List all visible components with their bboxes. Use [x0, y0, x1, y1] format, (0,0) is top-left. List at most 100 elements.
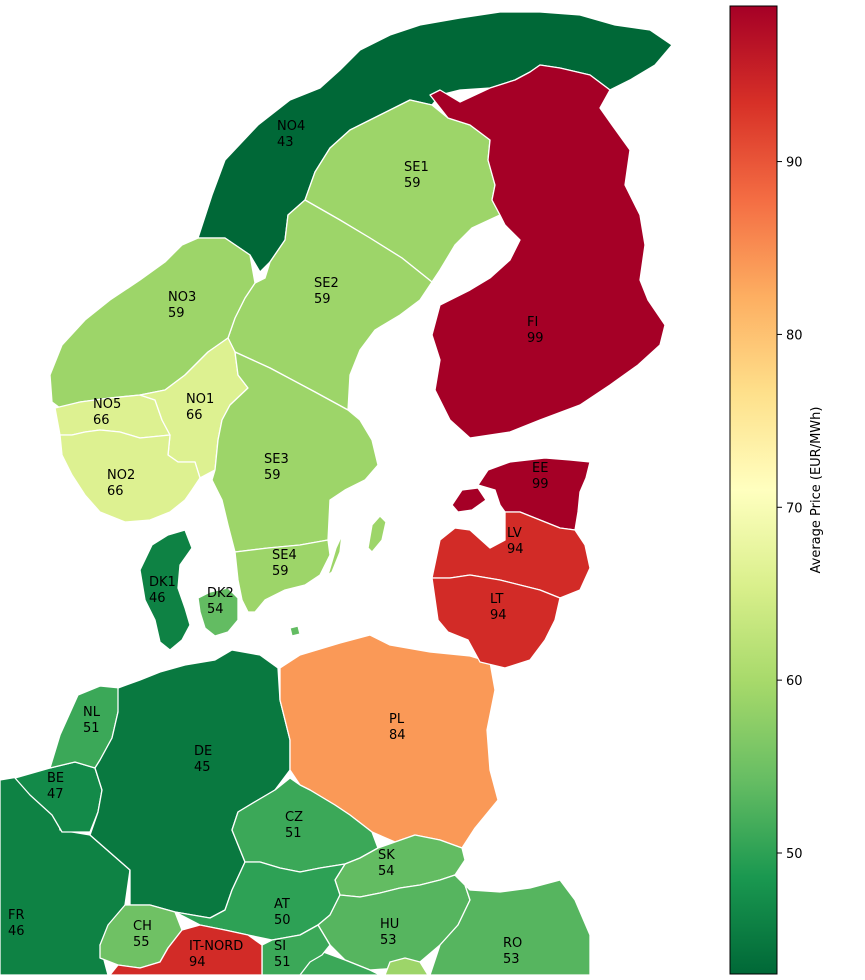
zone-gotland: [367, 515, 387, 553]
zone-RO[interactable]: [429, 874, 591, 976]
zone-label-se1: SE1 59: [404, 160, 429, 191]
zone-value: 66: [93, 413, 110, 428]
zone-code: NO2: [107, 468, 135, 483]
zone-value: 59: [272, 564, 289, 579]
zone-value: 46: [149, 591, 166, 606]
zone-code: LT: [490, 592, 503, 607]
zone-value: 99: [532, 477, 549, 492]
zone-label-ch: CH 55: [133, 919, 152, 950]
zone-RS: [384, 957, 429, 976]
zone-label-sk: SK 54: [378, 848, 395, 879]
zone-value: 45: [194, 760, 211, 775]
zone-code: NO5: [93, 397, 121, 412]
zone-label-cz: CZ 51: [285, 810, 303, 841]
zone-DK2[interactable]: [197, 587, 239, 637]
zone-value: 59: [314, 292, 331, 307]
zone-code: SE4: [272, 548, 297, 563]
zone-code: CH: [133, 919, 152, 934]
colorbar-title: Average Price (EUR/MWh): [809, 407, 824, 574]
zone-code: EE: [532, 461, 548, 476]
zone-value: 54: [378, 864, 395, 879]
zone-label-fi: FI 99: [527, 315, 544, 346]
zone-SI[interactable]: [261, 924, 331, 976]
zone-label-hu: HU 53: [380, 917, 399, 948]
zone-label-no2: NO2 66: [107, 468, 135, 499]
zone-label-lv: LV 94: [507, 526, 524, 557]
zone-label-se4: SE4 59: [272, 548, 297, 579]
zone-label-si: SI 51: [274, 939, 291, 970]
zone-label-fr: FR 46: [8, 908, 25, 939]
zone-label-dk1: DK1 46: [149, 575, 176, 606]
zone-code: DE: [194, 744, 212, 759]
zone-label-ro: RO 53: [503, 936, 522, 967]
zone-code: SK: [378, 848, 395, 863]
zone-code: AT: [274, 897, 290, 912]
zone-value: 51: [285, 826, 302, 841]
zone-code: DK1: [149, 575, 176, 590]
zone-code: LV: [507, 526, 522, 541]
zone-NO2[interactable]: [59, 429, 201, 523]
zone-value: 53: [380, 933, 397, 948]
zone-SE4[interactable]: [234, 539, 331, 613]
zone-value: 51: [83, 721, 100, 736]
zone-code: DK2: [207, 586, 234, 601]
zone-label-be: BE 47: [47, 771, 64, 802]
zone-value: 99: [527, 331, 544, 346]
colorbar-ticks: 50 60 70 80 90: [777, 156, 803, 862]
zone-value: 54: [207, 602, 224, 617]
zone-value: 59: [264, 468, 281, 483]
zone-label-se2: SE2 59: [314, 276, 339, 307]
zone-value: 46: [8, 924, 25, 939]
zone-label-no5: NO5 66: [93, 397, 121, 428]
zone-EE-islands: [451, 487, 487, 513]
colorbar-tick-label: 80: [786, 328, 803, 343]
zone-value: 94: [490, 608, 507, 623]
zone-label-nl: NL 51: [83, 705, 101, 736]
zone-code: NO3: [168, 290, 196, 305]
zone-IT-NORD[interactable]: [109, 924, 263, 976]
zone-oland: [327, 534, 343, 576]
zone-AT[interactable]: [174, 861, 346, 941]
zone-FI[interactable]: [429, 64, 666, 439]
zone-code: FR: [8, 908, 25, 923]
zone-code: NL: [83, 705, 101, 720]
zone-code: NO4: [277, 119, 305, 134]
zone-label-at: AT 50: [274, 897, 291, 928]
zone-code: CZ: [285, 810, 303, 825]
colorbar-tick-label: 60: [786, 674, 803, 689]
zone-code: SE3: [264, 452, 289, 467]
zone-value: 51: [274, 955, 291, 970]
zone-code: FI: [527, 315, 538, 330]
zone-value: 59: [404, 176, 421, 191]
zone-DK1[interactable]: [139, 529, 193, 651]
zone-value: 43: [277, 135, 294, 150]
zone-code: RO: [503, 936, 522, 951]
zone-code: SI: [274, 939, 286, 954]
zone-code: NO1: [186, 392, 214, 407]
zone-label-no1: NO1 66: [186, 392, 214, 423]
zone-label-dk2: DK2 54: [207, 586, 234, 617]
zone-code: HU: [380, 917, 399, 932]
zone-value: 50: [274, 913, 291, 928]
colorbar-tick-label: 90: [786, 156, 803, 171]
colorbar-tick-label: 70: [786, 501, 803, 516]
zone-label-no3: NO3 59: [168, 290, 196, 321]
zone-value: 66: [186, 408, 203, 423]
zone-value: 59: [168, 306, 185, 321]
zone-code: SE2: [314, 276, 339, 291]
zone-code: IT-NORD: [189, 939, 243, 954]
zone-code: BE: [47, 771, 64, 786]
zone-code: SE1: [404, 160, 429, 175]
zone-label-se3: SE3 59: [264, 452, 289, 483]
zone-DK2-bornholm: [289, 625, 301, 637]
zone-LT[interactable]: [431, 574, 561, 669]
colorbar-gradient: [729, 5, 778, 975]
colorbar: 50 60 70 80 90 Average Price (EUR/MWh): [729, 5, 824, 975]
zone-label-pl: PL 84: [389, 712, 406, 743]
zone-code: PL: [389, 712, 405, 727]
colorbar-tick-label: 50: [786, 847, 803, 862]
zone-value: 94: [507, 542, 524, 557]
zone-value: 66: [107, 484, 124, 499]
